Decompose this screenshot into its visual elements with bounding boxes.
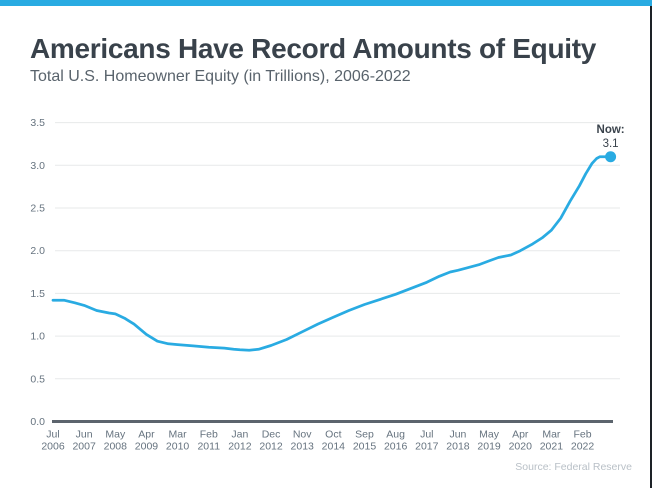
x-tick-label: Dec 2012	[259, 429, 283, 453]
y-tick-label: 2.0	[30, 245, 45, 257]
y-tick-label: 2.5	[30, 203, 45, 215]
x-tick-label: Jul 2006	[41, 429, 65, 453]
now-annotation-value: 3.1	[603, 138, 619, 150]
x-tick-label: Apr 2009	[135, 429, 159, 453]
x-tick-label: Jul 2017	[415, 429, 439, 453]
top-accent-bar	[0, 0, 652, 6]
x-tick-label: Mar 2010	[166, 429, 190, 453]
chart-title: Americans Have Record Amounts of Equity	[30, 33, 597, 64]
y-tick-label: 1.5	[30, 288, 45, 300]
x-tick-label: Aug 2016	[384, 429, 408, 453]
x-tick-label: Feb 2022	[571, 429, 595, 453]
x-tick-label: Sep 2015	[353, 429, 377, 453]
y-tick-label: 1.0	[30, 331, 45, 343]
equity-line	[51, 155, 612, 352]
y-tick-label: 3.5	[30, 117, 45, 129]
x-tick-label: Jun 2018	[446, 429, 470, 453]
x-tick-label: May 2019	[477, 429, 501, 453]
x-tick-label: Jun 2007	[72, 429, 96, 453]
now-marker-dot	[605, 151, 617, 163]
x-tick-label: Jan 2012	[228, 429, 252, 453]
x-tick-label: Oct 2014	[322, 429, 346, 453]
chart-subtitle: Total U.S. Homeowner Equity (in Trillion…	[30, 68, 411, 85]
x-tick-label: Feb 2011	[197, 429, 220, 453]
y-tick-label: 3.0	[30, 160, 45, 172]
source-credit: Source: Federal Reserve	[515, 461, 632, 473]
y-tick-label: 0.5	[30, 373, 45, 385]
x-tick-label: May 2008	[104, 429, 128, 453]
x-tick-label: Nov 2013	[291, 429, 315, 453]
now-annotation-label: Now:	[597, 124, 625, 136]
x-tick-label: Mar 2021	[540, 429, 564, 453]
y-tick-label: 0.0	[30, 416, 45, 428]
x-tick-label: Apr 2020	[509, 429, 533, 453]
